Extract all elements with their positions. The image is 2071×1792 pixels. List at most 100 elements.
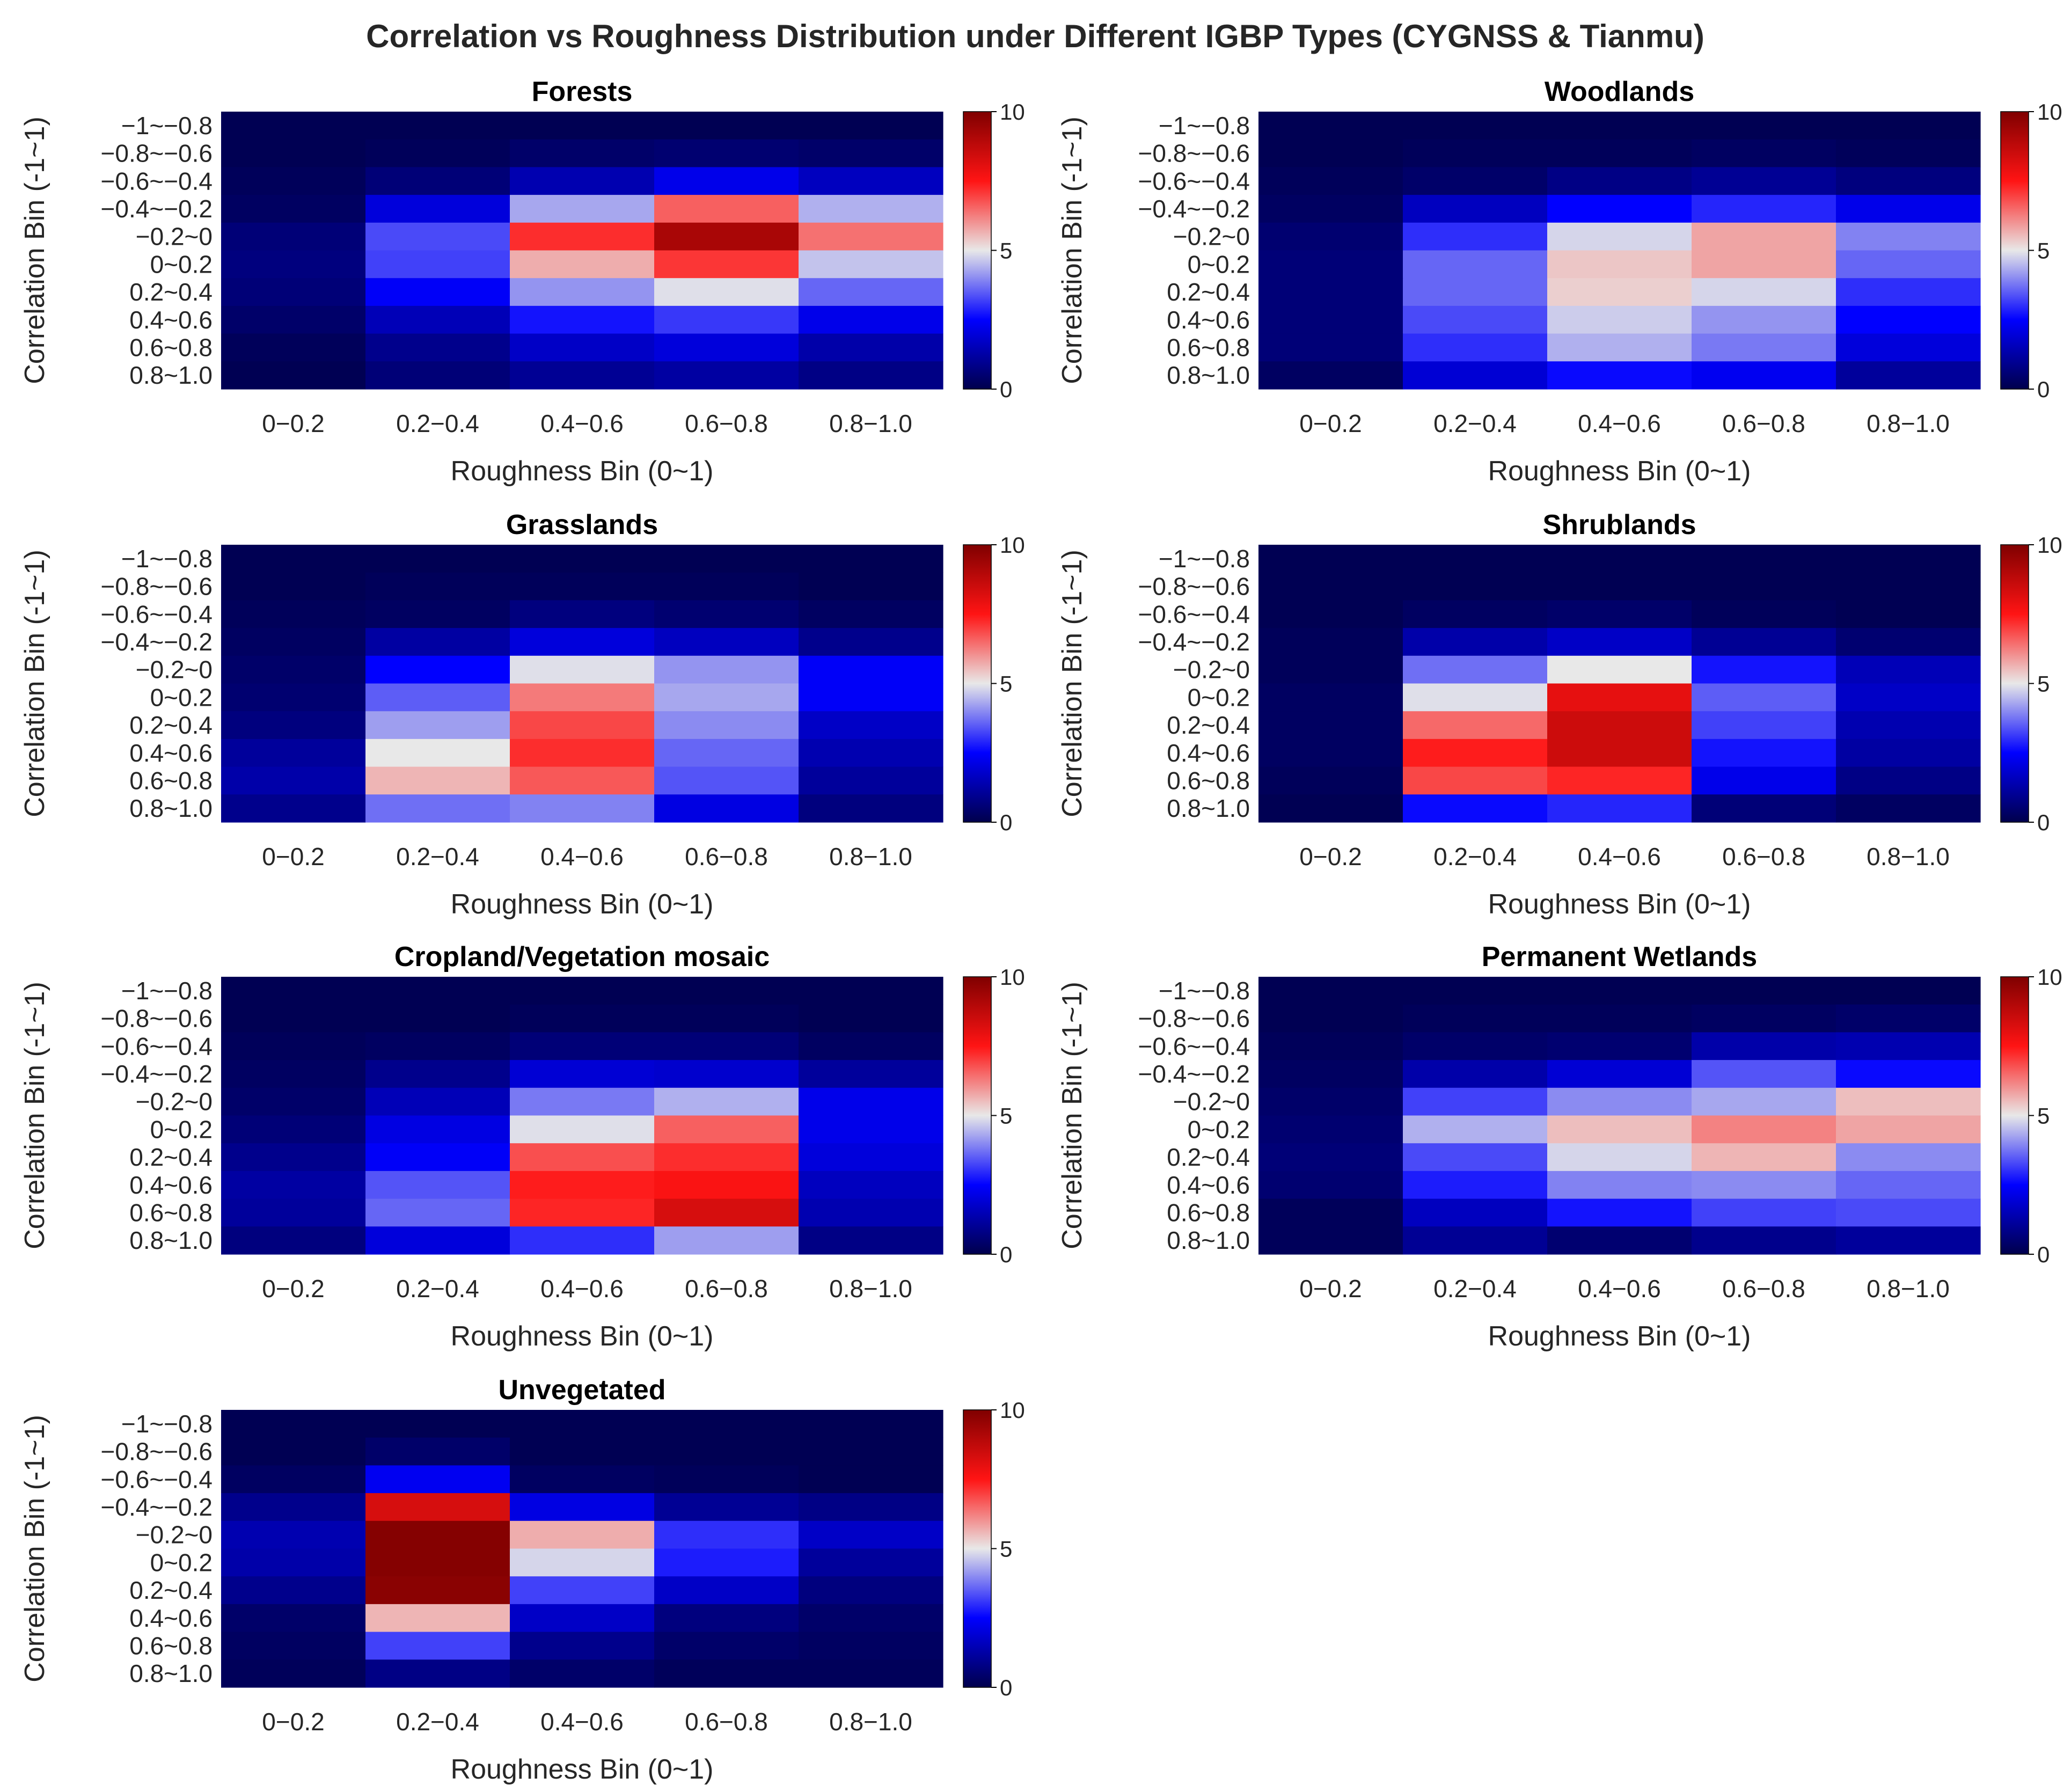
heatmap-cell (221, 655, 366, 684)
y-tick-label: 0.2~0.4 (129, 711, 213, 739)
x-tick-label: 0.2−0.4 (396, 409, 479, 437)
heatmap-cell (799, 545, 943, 573)
heatmap-cell (510, 112, 655, 140)
y-tick-label: −0.4~−0.2 (1138, 195, 1250, 223)
y-tick-label: 0~0.2 (150, 1115, 213, 1143)
heatmap-cell (1258, 167, 1403, 195)
heatmap-cell (510, 1087, 655, 1116)
heatmap-cell (1692, 1032, 1836, 1060)
heatmap-cell (510, 572, 655, 601)
heatmap-cell (799, 711, 943, 740)
x-axis-label: Roughness Bin (0~1) (1488, 889, 1751, 920)
heatmap-cell (1692, 572, 1836, 601)
heatmap-cell (1258, 139, 1403, 167)
y-axis-label: Correlation Bin (-1~1) (19, 116, 50, 384)
colorbar-tick-label: 10 (1000, 99, 1025, 125)
heatmap-cell (365, 545, 510, 573)
heatmap-cell (1403, 167, 1548, 195)
heatmap-cell (365, 1032, 510, 1060)
heatmap-cell (654, 1060, 799, 1088)
y-axis-label: Correlation Bin (-1~1) (19, 982, 50, 1249)
colorbar (2000, 976, 2029, 1255)
panel-grasslands: Grasslands −1~−0.8−0.8~−0.6−0.6~−0.4−0.4~… (19, 509, 1025, 920)
heatmap-cell (221, 250, 366, 279)
heatmap-cell (365, 655, 510, 684)
heatmap-cell (1836, 222, 1981, 251)
y-tick-label: 0.4~0.6 (129, 306, 213, 334)
heatmap-cell (221, 1004, 366, 1033)
heatmap-cell (1836, 1198, 1981, 1227)
y-tick-label: −0.4~−0.2 (1138, 628, 1250, 656)
y-tick-label: −0.6~−0.4 (101, 167, 213, 195)
heatmap-cell (1692, 738, 1836, 767)
colorbar (963, 976, 992, 1255)
heatmap-cell (221, 1493, 366, 1522)
heatmap-cell (1547, 545, 1692, 573)
heatmap-cell (799, 250, 943, 279)
heatmap-cell (1836, 1060, 1981, 1088)
y-tick-label: 0.4~0.6 (129, 1171, 213, 1199)
x-axis-label: Roughness Bin (0~1) (1488, 456, 1751, 487)
heatmap-cell (510, 1060, 655, 1088)
heatmap-cell (221, 139, 366, 167)
heatmap-cell (365, 977, 510, 1005)
heatmap-cell (799, 167, 943, 195)
heatmap-cell (799, 1115, 943, 1144)
x-tick-label: 0.4−0.6 (1578, 843, 1661, 871)
heatmap-cell (1547, 1226, 1692, 1255)
heatmap-cell (1547, 167, 1692, 195)
heatmap-cell (654, 1226, 799, 1255)
y-tick-label: −0.2~0 (136, 656, 213, 684)
x-tick-label: 0.2−0.4 (1433, 843, 1517, 871)
heatmap-cell (1547, 250, 1692, 279)
heatmap-cell (1547, 195, 1692, 223)
heatmap-cell (654, 1143, 799, 1172)
heatmap-cell (1403, 361, 1548, 390)
x-axis-label: Roughness Bin (0~1) (451, 1754, 714, 1785)
heatmap-cell (365, 711, 510, 740)
heatmap-cell (654, 1115, 799, 1144)
heatmap-cell (799, 1060, 943, 1088)
colorbar-tick-label: 10 (1000, 1398, 1025, 1423)
heatmap-cell (510, 794, 655, 823)
heatmap-cell (221, 600, 366, 628)
x-tick-label: 0.6−0.8 (1722, 843, 1805, 871)
heatmap-cell (365, 1143, 510, 1172)
heatmap-cell (365, 139, 510, 167)
heatmap-cell (654, 1087, 799, 1116)
x-tick-label: 0.6−0.8 (685, 409, 768, 437)
heatmap-cell (365, 1576, 510, 1605)
heatmap-cell (1836, 250, 1981, 279)
heatmap-cell (221, 683, 366, 712)
panel-title: Grasslands (506, 509, 658, 540)
heatmap-cell (221, 572, 366, 601)
panel-forests: Forests −1~−0.8−0.8~−0.6−0.6~−0.4−0.4~−0.… (19, 76, 1025, 487)
heatmap-cell (1258, 222, 1403, 251)
heatmap-cell (221, 1604, 366, 1633)
heatmap-cell (654, 250, 799, 279)
heatmap-cell (1403, 600, 1548, 628)
colorbar-tick-label: 5 (1000, 1537, 1012, 1562)
colorbar-tick-label: 0 (1000, 1242, 1012, 1267)
colorbar-tick-label: 0 (2037, 1242, 2050, 1267)
x-tick-label: 0.8−1.0 (829, 1275, 912, 1303)
heatmap-cell (365, 1604, 510, 1633)
heatmap-cell (221, 1115, 366, 1144)
heatmap-cell (510, 1198, 655, 1227)
y-tick-label: 0.2~0.4 (129, 278, 213, 306)
heatmap-cell (1258, 766, 1403, 795)
y-tick-label: −1~−0.8 (1159, 545, 1250, 573)
y-tick-label: 0~0.2 (150, 250, 213, 278)
heatmap-cell (1403, 738, 1548, 767)
y-tick-label: 0.4~0.6 (1167, 739, 1250, 767)
heatmap-cell (799, 305, 943, 334)
heatmap-cell (1403, 250, 1548, 279)
heatmap-cell (1258, 112, 1403, 140)
heatmap-cell (510, 766, 655, 795)
heatmap-cell (1403, 977, 1548, 1005)
heatmap-cell (510, 1171, 655, 1199)
heatmap-cell (799, 1632, 943, 1660)
colorbar (963, 111, 992, 390)
x-tick-label: 0.8−1.0 (1867, 843, 1950, 871)
